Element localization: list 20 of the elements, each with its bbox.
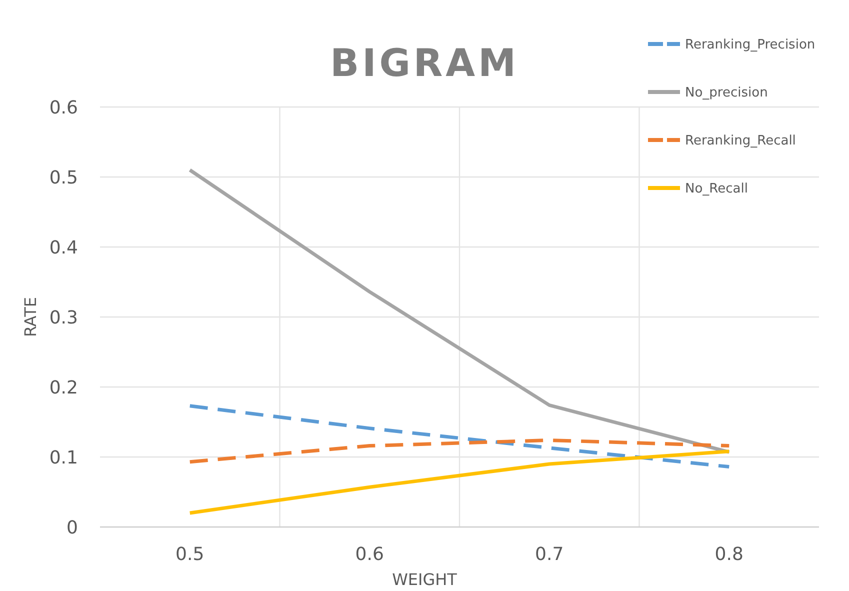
line-series: [188, 450, 731, 515]
y-axis-title: RATE: [21, 296, 40, 338]
x-tick-label: 0.5: [176, 544, 204, 565]
y-tick-label: 0.5: [49, 167, 78, 188]
y-tick-label: 0: [66, 517, 78, 538]
legend-label: Reranking_Recall: [685, 134, 796, 149]
line-series: [188, 404, 731, 469]
x-tick-label: 0.6: [355, 544, 384, 565]
chart-title: BIGRAM: [330, 41, 519, 85]
legend-label: No_precision: [685, 86, 768, 101]
x-tick-label: 0.8: [714, 544, 744, 565]
x-tick-label: 0.7: [535, 544, 564, 565]
y-tick-label: 0.3: [49, 307, 78, 328]
legend-label: Reranking_Precision: [685, 38, 816, 53]
legend-label: No_Recall: [685, 182, 748, 197]
y-tick-label: 0.2: [49, 377, 78, 398]
y-tick-label: 0.6: [49, 97, 78, 118]
y-tick-label: 0.1: [49, 447, 78, 468]
x-axis-title: WEIGHT: [392, 570, 458, 589]
y-tick-label: 0.4: [49, 237, 78, 258]
